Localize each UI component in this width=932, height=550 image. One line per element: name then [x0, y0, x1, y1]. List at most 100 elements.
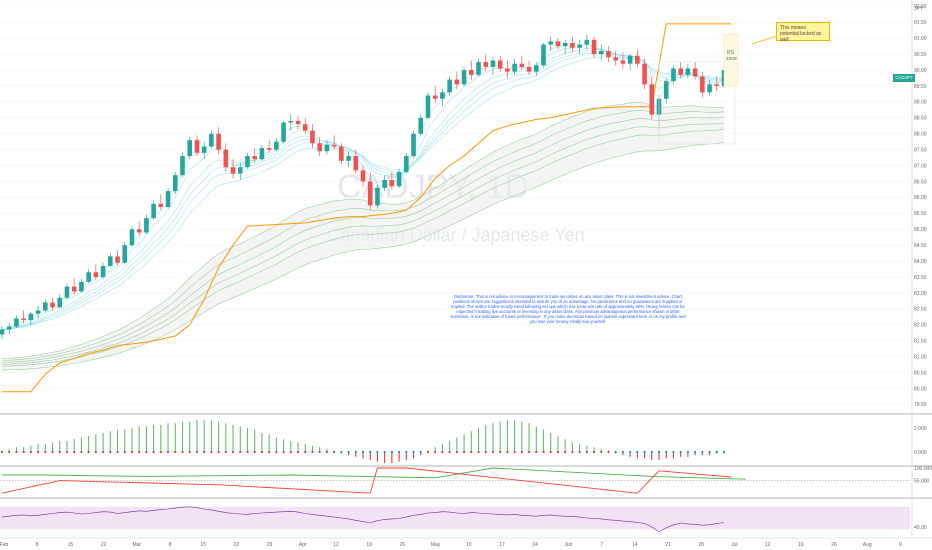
- candle-body: [71, 286, 77, 292]
- histogram-dot: [44, 450, 47, 454]
- candle: [136, 221, 142, 236]
- candle: [86, 269, 91, 284]
- time-tick-label: 12: [333, 542, 339, 548]
- candle: [685, 63, 691, 79]
- histogram-dot: [542, 450, 545, 454]
- time-tick-label: 15: [68, 542, 74, 548]
- candle: [115, 249, 120, 266]
- momentum-histogram: [0, 420, 726, 464]
- price-tick-label: 83.00: [914, 291, 927, 297]
- last-price-value: 90.045: [897, 83, 911, 88]
- price-tick-label: 87.00: [914, 163, 927, 169]
- slow-average-line: [1, 110, 725, 361]
- candle-body: [274, 141, 279, 150]
- histogram-dot: [94, 450, 97, 454]
- price-tick-label: 84.50: [914, 243, 927, 249]
- candle-body: [707, 84, 712, 93]
- candle: [375, 184, 380, 209]
- histogram-dot: [614, 450, 617, 454]
- histogram-dot: [499, 450, 502, 454]
- time-tick-label: 19: [798, 542, 804, 548]
- price-axis[interactable]: 79.50 80.00 80.50 81.00 81.50 82.00 82.50 83.00…: [911, 0, 932, 538]
- candle-body: [115, 256, 120, 263]
- histogram-dot: [29, 450, 32, 454]
- histogram-dot: [636, 450, 639, 454]
- histogram-dot: [130, 450, 134, 454]
- candle-body: [158, 203, 164, 207]
- candle: [512, 58, 517, 75]
- candle-body: [35, 310, 41, 314]
- histogram-dot: [657, 450, 661, 454]
- rsi-line: [1, 506, 725, 532]
- candle-body: [635, 55, 640, 64]
- candle-body: [663, 81, 669, 99]
- candle-body: [172, 175, 178, 192]
- candle: [64, 283, 70, 300]
- price-tick-label: 89.50: [914, 84, 927, 90]
- histogram-dot: [296, 450, 300, 454]
- candle: [505, 60, 510, 79]
- candle: [353, 149, 359, 174]
- candle-body: [302, 124, 308, 131]
- candle-body: [288, 121, 294, 123]
- candle: [469, 60, 474, 80]
- candle-body: [526, 66, 532, 72]
- candle: [497, 55, 503, 72]
- histogram-dot: [231, 450, 235, 454]
- histogram-dot: [629, 450, 632, 454]
- candle: [555, 38, 561, 50]
- histogram-dot: [708, 450, 711, 454]
- slow-average-line: [1, 101, 725, 359]
- candle-body: [281, 122, 286, 142]
- candle: [382, 175, 387, 192]
- histogram-dot: [210, 450, 213, 454]
- histogram-dot: [455, 450, 458, 454]
- time-tick-label: 7: [600, 542, 603, 548]
- histogram-dot: [643, 450, 646, 454]
- candle: [108, 253, 113, 268]
- histogram-dot: [679, 450, 682, 454]
- histogram-dot: [203, 450, 206, 454]
- callout-note[interactable]: This means potential locked as well: [776, 22, 830, 43]
- histogram-dot: [333, 450, 336, 454]
- candle-body: [375, 187, 380, 206]
- candle-body: [187, 140, 193, 157]
- histogram-dot: [0, 450, 4, 454]
- candle: [331, 135, 337, 150]
- rsi-band: [0, 506, 910, 530]
- candle: [663, 78, 669, 104]
- candle-body: [259, 148, 265, 160]
- candle: [367, 171, 373, 211]
- histogram-dot: [354, 450, 357, 454]
- candle-body: [346, 156, 351, 161]
- histogram-dot: [304, 450, 307, 454]
- histogram-dot: [325, 450, 328, 454]
- time-tick-label: 26: [400, 542, 406, 548]
- candle-body: [0, 329, 5, 335]
- candle: [252, 148, 257, 163]
- candle: [404, 152, 409, 174]
- histogram-dot: [195, 450, 199, 454]
- candle-body: [627, 55, 633, 64]
- time-axis[interactable]: Feb 8 15 22 Mar 8 15 22 29 Apr 12 19 26 May 10 17 24 Jun 7…: [0, 537, 932, 548]
- histogram-dot: [87, 450, 90, 454]
- candle-body: [295, 121, 301, 125]
- candle-body: [533, 65, 539, 72]
- time-tick-label: 21: [665, 542, 671, 548]
- histogram-dot: [22, 450, 25, 454]
- price-tick-label: 84.00: [914, 259, 927, 265]
- candle: [194, 135, 200, 157]
- candle: [172, 171, 178, 195]
- candle: [700, 71, 705, 98]
- candle: [707, 79, 712, 96]
- histogram-dot: [340, 450, 343, 454]
- histogram-dot: [65, 450, 69, 454]
- price-unit-label: JPY: [914, 6, 924, 12]
- zone-box: [658, 61, 736, 145]
- rsi-tick-label: 40.00: [914, 525, 927, 531]
- candle-body: [606, 50, 611, 58]
- candle: [223, 143, 229, 172]
- histogram-dot: [694, 450, 697, 454]
- candle: [237, 162, 243, 180]
